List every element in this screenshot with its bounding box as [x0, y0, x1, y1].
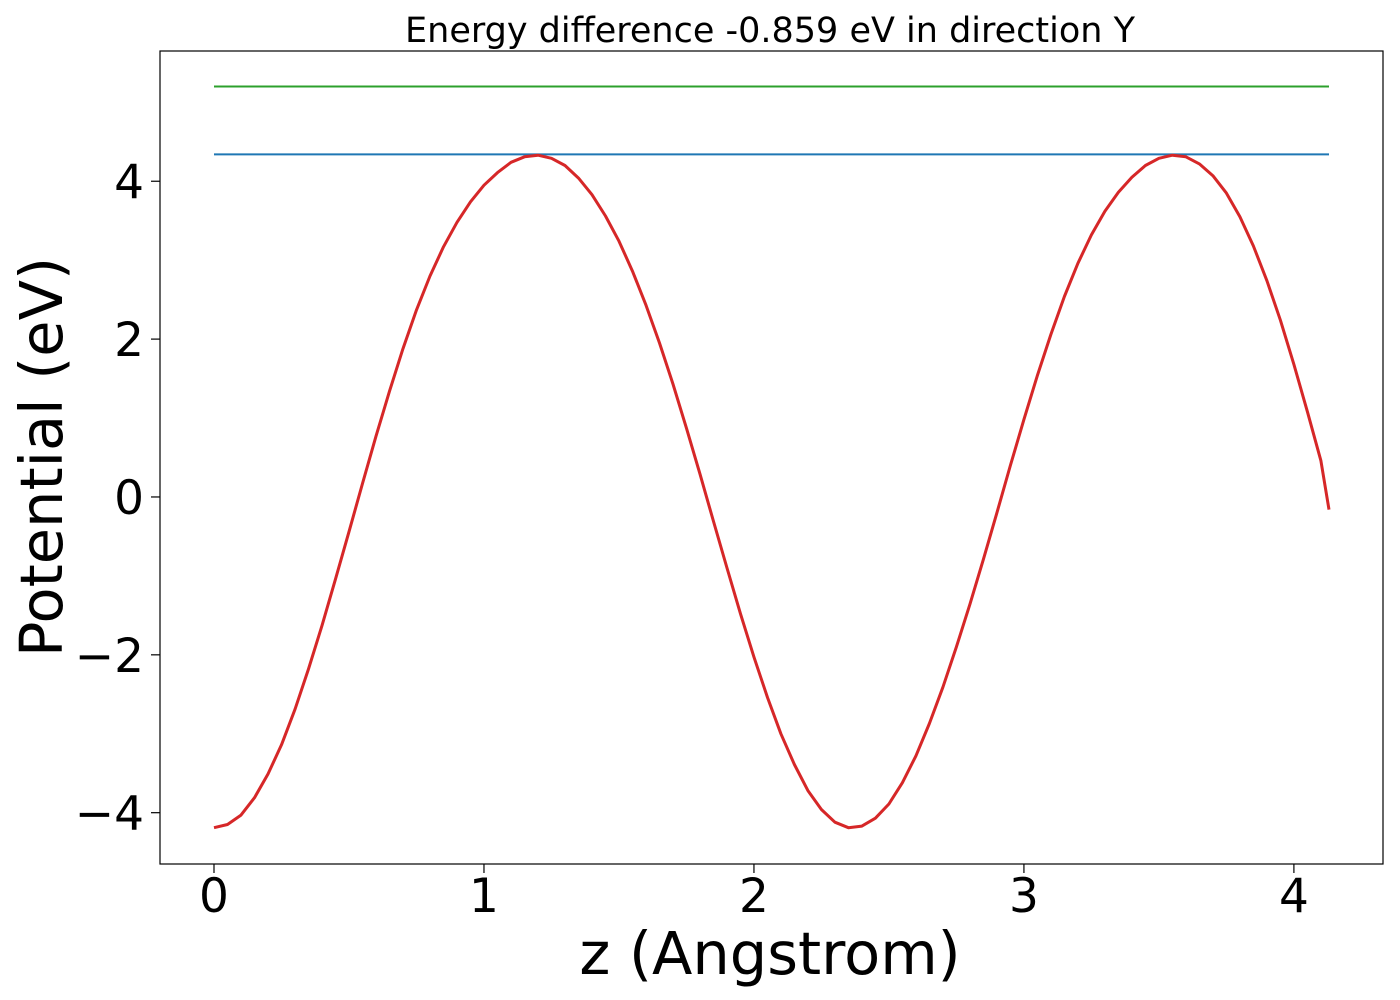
chart-title: Energy difference -0.859 eV in direction… — [405, 11, 1136, 51]
x-tick-label: 1 — [469, 869, 499, 924]
y-tick-label: −4 — [75, 787, 144, 842]
plot-frame — [159, 50, 1384, 865]
y-tick-label: 4 — [114, 155, 144, 210]
x-axis-label: z (Angstrom) — [579, 919, 960, 988]
x-axis: 0 1 2 3 4 — [199, 864, 1309, 924]
y-tick-label: −2 — [75, 629, 144, 684]
x-tick-label: 3 — [1009, 869, 1039, 924]
series-line-2 — [213, 153, 1331, 830]
plot-area — [213, 85, 1331, 830]
x-tick-label: 2 — [739, 869, 769, 924]
x-tick-label: 0 — [199, 869, 229, 924]
x-tick-label: 4 — [1279, 869, 1309, 924]
y-tick-label: 2 — [114, 313, 144, 368]
y-tick-label: 0 — [114, 471, 144, 526]
y-axis: −4 −2 0 2 4 — [75, 155, 160, 842]
y-axis-label: Potential (eV) — [7, 257, 76, 657]
